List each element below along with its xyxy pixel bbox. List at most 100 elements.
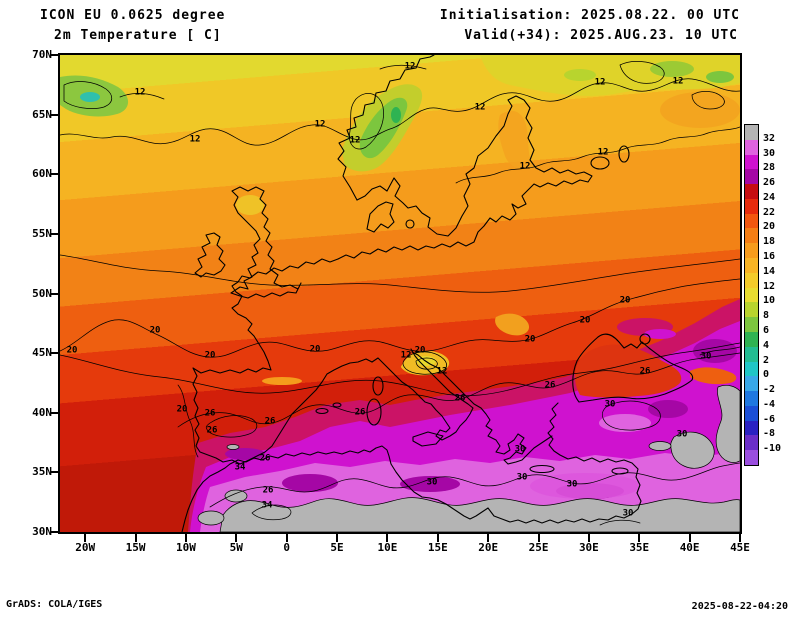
lat-label: 35N xyxy=(32,465,52,479)
lon-label: 25E xyxy=(528,541,549,554)
legend-color-box xyxy=(745,376,758,392)
lat-tick xyxy=(50,352,58,355)
isotherm-34-africa-loop xyxy=(251,504,292,521)
legend-value-label: 18 xyxy=(763,236,776,248)
island-crete xyxy=(529,464,555,474)
isotherm-20-portugal xyxy=(177,384,199,458)
lon-tick xyxy=(134,534,137,542)
lon-tick xyxy=(184,534,187,542)
legend-value-label: 26 xyxy=(763,177,776,189)
lat-label: 65N xyxy=(32,107,52,121)
legend-color-box xyxy=(745,450,758,465)
isotherm-contour-layer xyxy=(60,61,740,526)
lat-label: 40N xyxy=(32,405,52,419)
lat-tick xyxy=(50,411,58,414)
island-zealand xyxy=(405,219,415,229)
isotherm-12-alps-inner xyxy=(415,357,438,370)
lat-tick xyxy=(50,173,58,176)
legend-colorbar xyxy=(744,124,759,466)
temperature-fill-layer xyxy=(60,55,740,532)
legend-value-label: 6 xyxy=(763,324,770,336)
lon-label: 30E xyxy=(578,541,599,554)
legend-value-label: 8 xyxy=(763,310,770,322)
lon-label: 20E xyxy=(478,541,499,554)
legend-color-box xyxy=(745,361,758,377)
coast-turkey-africa xyxy=(181,402,642,532)
coast-scandinavia-west xyxy=(337,55,435,201)
legend-color-box xyxy=(745,435,758,451)
legend-value-label: 16 xyxy=(763,251,776,263)
lon-tick xyxy=(537,534,540,542)
legend-color-box xyxy=(745,125,758,140)
lat-tick xyxy=(50,471,58,474)
legend-value-label: 12 xyxy=(763,280,776,292)
lon-tick xyxy=(84,534,87,542)
gray-extreme-heat-layer xyxy=(197,385,740,532)
isotherm-30 xyxy=(209,462,740,508)
lake-ladoga xyxy=(590,156,610,170)
legend-color-box xyxy=(745,258,758,273)
legend-value-label: 20 xyxy=(763,221,776,233)
lat-label: 45N xyxy=(32,346,52,360)
lat-label: 55N xyxy=(32,226,52,240)
lat-tick xyxy=(50,531,58,533)
legend-value-label: 0 xyxy=(763,369,770,381)
init-time: Initialisation: 2025.08.22. 00 UTC xyxy=(439,8,740,23)
legend-color-box xyxy=(745,346,758,362)
valid-time: Valid(+34): 2025.AUG.23. 10 UTC xyxy=(464,28,738,43)
isotherm-12-ne-loop-1 xyxy=(619,61,665,84)
legend-value-label: -8 xyxy=(763,428,776,440)
isotherm-12-arctic xyxy=(379,64,427,70)
parameter-title: 2m Temperature [ C] xyxy=(54,28,222,43)
island-sardinia xyxy=(366,398,382,426)
coastline-layer xyxy=(181,55,694,532)
lon-label: 35E xyxy=(629,541,650,554)
lon-label: 45E xyxy=(730,541,750,554)
coast-britain xyxy=(230,186,302,299)
model-title: ICON EU 0.0625 degree xyxy=(40,8,226,23)
lon-tick xyxy=(487,534,490,542)
legend-value-label: 30 xyxy=(763,147,776,159)
legend-color-box xyxy=(745,405,758,421)
lon-tick xyxy=(336,534,339,542)
legend-color-box xyxy=(745,331,758,347)
lon-tick xyxy=(386,534,389,542)
coast-black-sea xyxy=(572,333,694,403)
lat-label: 70N xyxy=(32,48,52,61)
legend-color-box xyxy=(745,243,758,259)
lat-tick xyxy=(50,54,58,56)
legend-value-label: 24 xyxy=(763,191,776,203)
island-mallorca xyxy=(315,407,329,415)
lon-label: 10E xyxy=(377,541,398,554)
lon-label: 5E xyxy=(330,541,344,554)
legend-color-box xyxy=(745,420,758,436)
legend-color-box xyxy=(745,391,758,406)
legend-color-box xyxy=(745,154,758,170)
legend-value-label: 14 xyxy=(763,265,776,277)
lon-tick xyxy=(688,534,691,542)
lon-label: 15W xyxy=(125,541,146,554)
sea-of-azov xyxy=(639,333,651,345)
isotherm-34-egypt xyxy=(599,519,641,526)
legend-value-label: -10 xyxy=(763,443,782,455)
isotherm-12 xyxy=(60,78,740,146)
isotherm-26-spain-loop xyxy=(205,415,258,438)
coast-denmark xyxy=(366,201,395,233)
lon-label: 20W xyxy=(75,541,96,554)
isotherm-12-norway-loop xyxy=(349,93,384,150)
island-sicily xyxy=(412,431,444,447)
legend-value-label: -2 xyxy=(763,384,776,396)
legend-color-box xyxy=(745,272,758,288)
island-menorca xyxy=(332,402,342,408)
island-corsica xyxy=(372,376,384,396)
isotherm-30-anatolia-loop xyxy=(601,400,661,431)
isotherm-22 xyxy=(60,342,740,397)
coast-baltic xyxy=(337,95,593,260)
isotherm-12-ne-loop-2 xyxy=(691,91,725,110)
legend-value-label: 4 xyxy=(763,339,770,351)
lon-tick xyxy=(739,534,741,542)
lon-tick xyxy=(587,534,590,542)
temperature-map-svg xyxy=(60,55,740,532)
legend-color-box xyxy=(745,213,758,229)
